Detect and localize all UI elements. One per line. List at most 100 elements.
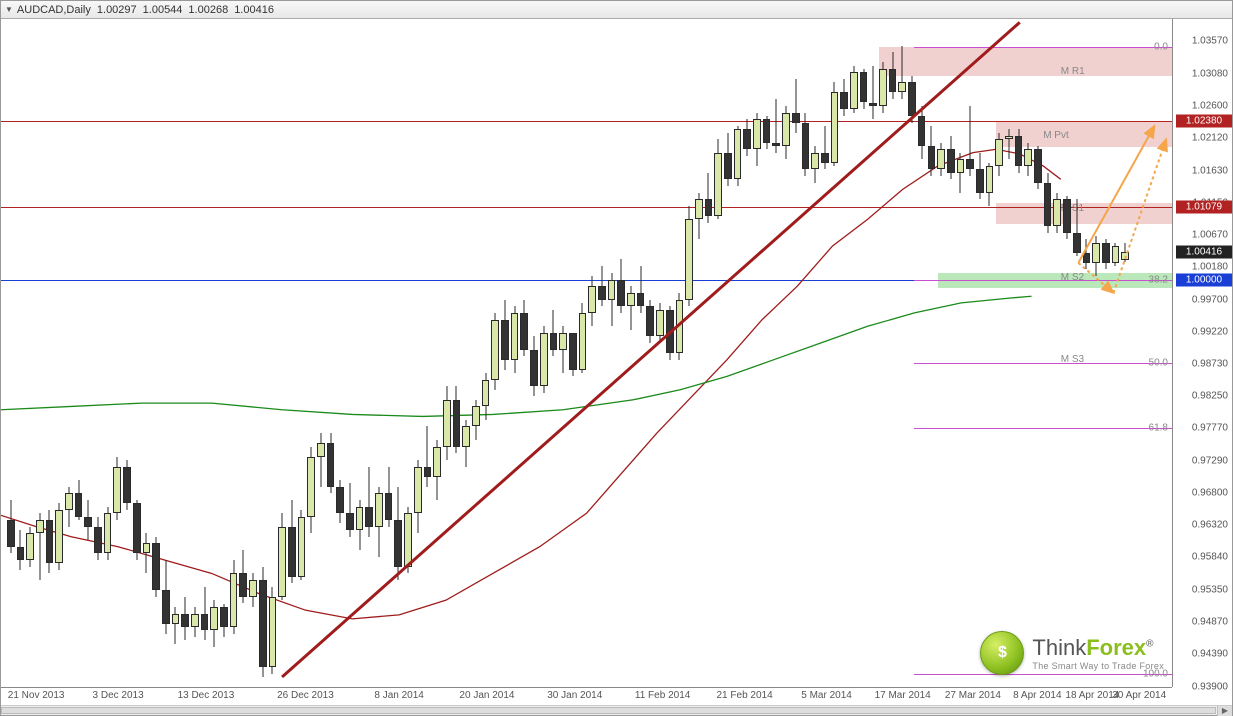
candle [346,19,354,687]
time-axis: 21 Nov 20133 Dec 201313 Dec 201326 Dec 2… [1,687,1172,705]
candle [288,19,296,687]
candle [734,19,742,687]
candle [840,19,848,687]
price-tick: 0.93900 [1192,682,1228,693]
price-tick: 1.00670 [1192,229,1228,240]
candle [123,19,131,687]
logo-coin-icon: $ [980,631,1024,675]
candle [424,19,432,687]
candle [220,19,228,687]
candle [385,19,393,687]
candle [763,19,771,687]
candle [75,19,83,687]
time-tick: 30 Apr 2014 [1112,690,1166,701]
candle [685,19,693,687]
logo-brand: ThinkForex® [1032,635,1164,661]
candle [181,19,189,687]
candle [957,19,965,687]
candle [588,19,596,687]
candle [879,19,887,687]
price-tick: 0.98730 [1192,359,1228,370]
price-tick: 0.97290 [1192,455,1228,466]
candle [433,19,441,687]
candle [540,19,548,687]
time-tick: 21 Nov 2013 [8,690,65,701]
price-marker: 1.00416 [1176,245,1232,258]
price-marker: 1.00000 [1176,273,1232,286]
candle [705,19,713,687]
candle [307,19,315,687]
dropdown-icon[interactable]: ▼ [5,5,13,14]
price-tick: 0.98250 [1192,391,1228,402]
price-tick: 0.95840 [1192,552,1228,563]
candle [1073,19,1081,687]
candle [1083,19,1091,687]
candle [201,19,209,687]
candle [831,19,839,687]
time-tick: 27 Mar 2014 [945,690,1001,701]
candle [811,19,819,687]
scrollbar-arrow-right[interactable]: ▶ [1217,706,1232,716]
candle [530,19,538,687]
candle [482,19,490,687]
candle [676,19,684,687]
candle [210,19,218,687]
price-tick: 0.94870 [1192,617,1228,628]
scrollbar-thumb[interactable] [1,707,1216,714]
candle [172,19,180,687]
candle [152,19,160,687]
price-marker: 1.02380 [1176,114,1232,127]
candle [414,19,422,687]
candle [404,19,412,687]
candle [627,19,635,687]
candle [269,19,277,687]
candle [317,19,325,687]
candle [7,19,15,687]
candle [772,19,780,687]
candle [966,19,974,687]
candle [1015,19,1023,687]
price-tick: 1.00180 [1192,262,1228,273]
candle [133,19,141,687]
time-tick: 18 Apr 2014 [1065,690,1119,701]
candle [191,19,199,687]
candle [1005,19,1013,687]
candle [84,19,92,687]
candle [298,19,306,687]
price-close: 1.00416 [234,4,274,16]
candle [1034,19,1042,687]
candle [656,19,664,687]
candle [608,19,616,687]
horizontal-scrollbar[interactable]: ▶ [1,705,1232,715]
candle [1112,19,1120,687]
candle [113,19,121,687]
candle [860,19,868,687]
time-tick: 13 Dec 2013 [178,690,235,701]
candle [365,19,373,687]
candle [559,19,567,687]
price-tick: 0.96320 [1192,520,1228,531]
candle [104,19,112,687]
candle [986,19,994,687]
candle [802,19,810,687]
candle [1102,19,1110,687]
candle [821,19,829,687]
candle [1092,19,1100,687]
price-axis: 1.035701.030801.026001.021201.016301.011… [1172,19,1232,687]
candle [443,19,451,687]
candle [94,19,102,687]
watermark-logo: $ ThinkForex® The Smart Way to Trade For… [980,631,1164,675]
candle [617,19,625,687]
candle [162,19,170,687]
candle [1044,19,1052,687]
candle [646,19,654,687]
candle [666,19,674,687]
time-tick: 8 Apr 2014 [1013,690,1061,701]
candle [1024,19,1032,687]
candle [869,19,877,687]
candle [637,19,645,687]
candle [918,19,926,687]
candle [491,19,499,687]
chart-canvas[interactable]: 0.038.250.061.8100.0M R1M PvtM S1M S2M S… [1,19,1172,687]
candle [26,19,34,687]
